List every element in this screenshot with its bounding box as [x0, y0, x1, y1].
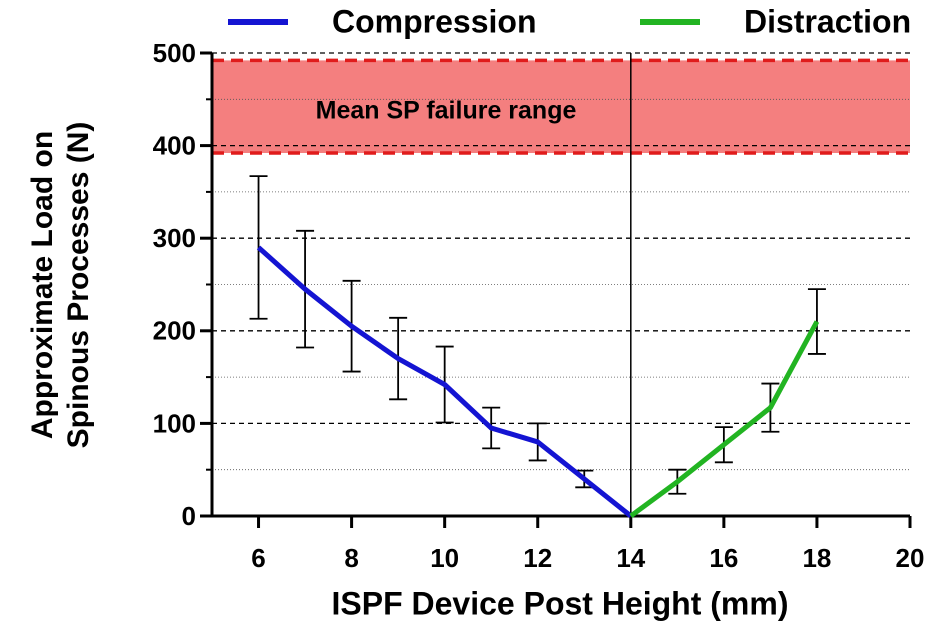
y-tick-label: 300 [153, 223, 196, 253]
failure-band [212, 60, 910, 154]
x-axis-label: ISPF Device Post Height (mm) [332, 585, 789, 621]
band-label: Mean SP failure range [316, 96, 577, 124]
x-tick-label: 20 [896, 543, 925, 573]
y-tick-label: 400 [153, 130, 196, 160]
x-tick-label: 10 [430, 543, 459, 573]
x-tick-label: 12 [523, 543, 552, 573]
x-tick-label: 8 [344, 543, 358, 573]
x-tick-label: 14 [616, 543, 645, 573]
legend-label: Compression [332, 3, 536, 39]
x-tick-label: 16 [709, 543, 738, 573]
y-axis-label: Approximate Load on [26, 131, 59, 439]
y-tick-label: 0 [182, 501, 196, 531]
series-line [629, 320, 820, 519]
x-tick-label: 18 [802, 543, 831, 573]
y-tick-label: 500 [153, 38, 196, 68]
legend-label: Distraction [744, 3, 911, 39]
series-line [256, 245, 633, 518]
y-tick-label: 100 [153, 408, 196, 438]
x-tick-label: 6 [251, 543, 265, 573]
y-axis-label: Spinous Processes (N) [62, 122, 95, 449]
y-tick-label: 200 [153, 316, 196, 346]
